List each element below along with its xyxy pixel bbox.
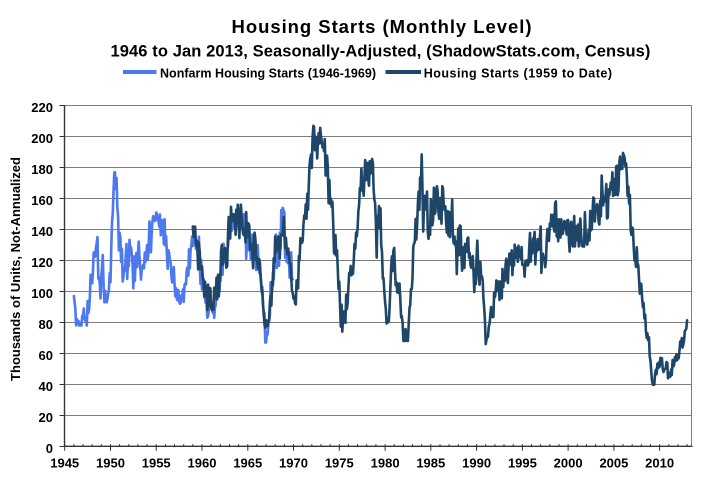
svg-text:Housing Starts (Monthly Level): Housing Starts (Monthly Level) xyxy=(232,16,533,37)
svg-text:1990: 1990 xyxy=(462,456,491,471)
svg-text:1965: 1965 xyxy=(233,456,262,471)
svg-text:2000: 2000 xyxy=(554,456,583,471)
svg-text:20: 20 xyxy=(39,410,53,425)
svg-text:220: 220 xyxy=(31,100,53,115)
svg-text:0: 0 xyxy=(46,441,53,456)
svg-text:Housing Starts (1959 to Date): Housing Starts (1959 to Date) xyxy=(424,66,613,80)
svg-text:Nonfarm Housing Starts (1946-1: Nonfarm Housing Starts (1946-1969) xyxy=(160,66,376,80)
svg-text:1980: 1980 xyxy=(371,456,400,471)
svg-text:1975: 1975 xyxy=(325,456,354,471)
svg-text:180: 180 xyxy=(31,162,53,177)
svg-text:100: 100 xyxy=(31,286,53,301)
svg-text:1950: 1950 xyxy=(96,456,125,471)
svg-text:160: 160 xyxy=(31,193,53,208)
svg-text:1945: 1945 xyxy=(50,456,79,471)
svg-text:120: 120 xyxy=(31,255,53,270)
svg-text:80: 80 xyxy=(39,317,53,332)
svg-text:60: 60 xyxy=(39,348,53,363)
svg-text:2010: 2010 xyxy=(645,456,674,471)
svg-text:2005: 2005 xyxy=(599,456,628,471)
svg-text:1955: 1955 xyxy=(142,456,171,471)
svg-text:140: 140 xyxy=(31,224,53,239)
svg-text:40: 40 xyxy=(39,379,53,394)
svg-text:1985: 1985 xyxy=(416,456,445,471)
svg-text:1946 to Jan 2013, Seasonally-A: 1946 to Jan 2013, Seasonally-Adjusted, (… xyxy=(110,43,650,61)
svg-text:200: 200 xyxy=(31,131,53,146)
svg-text:Thousands of Units, Not-Annual: Thousands of Units, Not-Annualized xyxy=(8,157,23,381)
svg-text:1960: 1960 xyxy=(188,456,217,471)
svg-text:1970: 1970 xyxy=(279,456,308,471)
svg-text:1995: 1995 xyxy=(508,456,537,471)
